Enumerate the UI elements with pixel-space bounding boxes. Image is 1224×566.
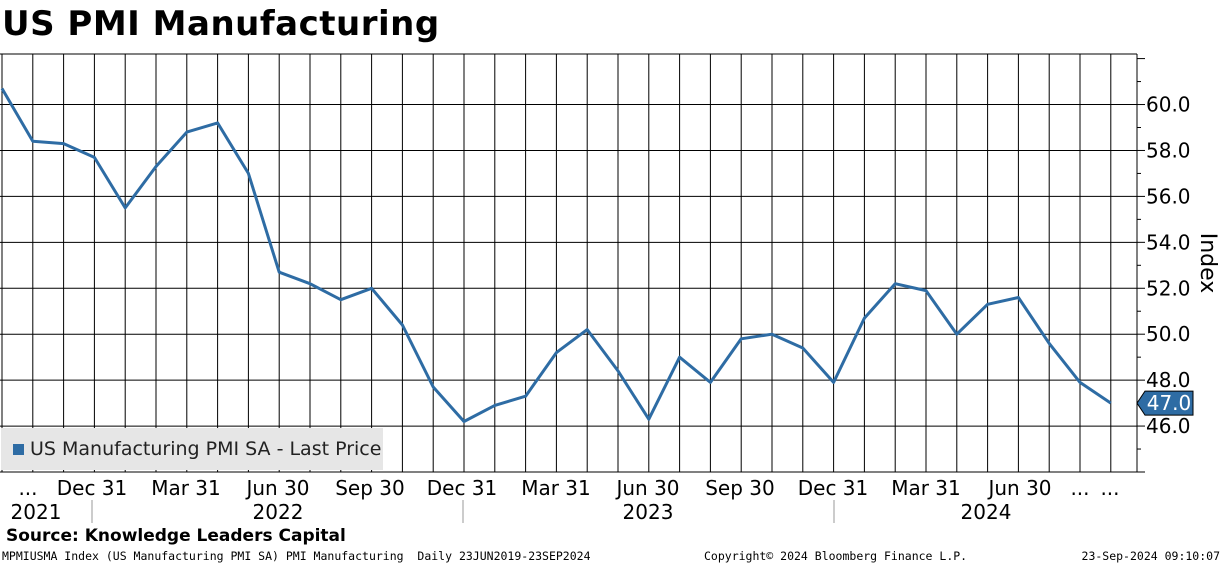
x-year-label: 2021 [11,500,62,524]
legend-swatch [13,443,24,455]
series-layer [0,87,1112,423]
y-tick-label: 58.0 [1146,138,1191,162]
x-tick-label: ... [1070,476,1089,500]
x-year-label: 2023 [623,500,674,524]
x-tick-label: Dec 31 [427,476,498,500]
plot-frame [0,53,1138,473]
x-tick-label: ... [1100,476,1119,500]
footer-copyright: Copyright© 2024 Bloomberg Finance L.P. [704,549,968,563]
y-tick-label: 48.0 [1146,368,1191,392]
footer-ticker-info: MPMIUSMA Index (US Manufacturing PMI SA)… [2,549,591,563]
x-axis: ... Dec 31 Mar 31 Jun 30 Sep 30 Dec 31 Mar 31 J… [11,476,1120,524]
x-tick-label: Jun 30 [244,476,309,500]
last-value-marker: 47.0 [1136,390,1194,416]
x-tick-label: ... [18,476,37,500]
y-tick-label: 54.0 [1146,230,1191,254]
x-year-label: 2024 [961,500,1012,524]
y-tick-label: 46.0 [1146,414,1191,438]
chart-title: US PMI Manufacturing [2,4,440,44]
x-tick-label: Dec 31 [57,476,128,500]
x-tick-label: Sep 30 [705,476,775,500]
y-axis: 46.0 48.0 50.0 52.0 54.0 56.0 58.0 60.0 Index [1137,58,1220,473]
y-tick-label: 60.0 [1146,93,1191,117]
y-tick-label: 52.0 [1146,276,1191,300]
x-tick-label: Dec 31 [798,476,869,500]
footer-timestamp: 23-Sep-2024 09:10:07 [1081,549,1220,563]
x-tick-label: Jun 30 [986,476,1051,500]
legend: US Manufacturing PMI SA - Last Price [1,428,383,470]
x-tick-label: Mar 31 [891,476,961,500]
y-tick-label: 50.0 [1146,322,1191,346]
x-tick-label: Mar 31 [151,476,221,500]
x-tick-label: Jun 30 [614,476,679,500]
y-axis-title: Index [1195,233,1220,294]
last-value-label: 47.0 [1147,391,1192,415]
legend-label: US Manufacturing PMI SA - Last Price [30,438,382,460]
x-year-label: 2022 [253,500,304,524]
y-tick-label: 56.0 [1146,184,1191,208]
x-tick-label: Mar 31 [521,476,591,500]
last-value-badge [1136,390,1194,416]
x-tick-label: Sep 30 [335,476,405,500]
source-note: Source: Knowledge Leaders Capital [6,526,346,546]
grid [0,54,1137,472]
